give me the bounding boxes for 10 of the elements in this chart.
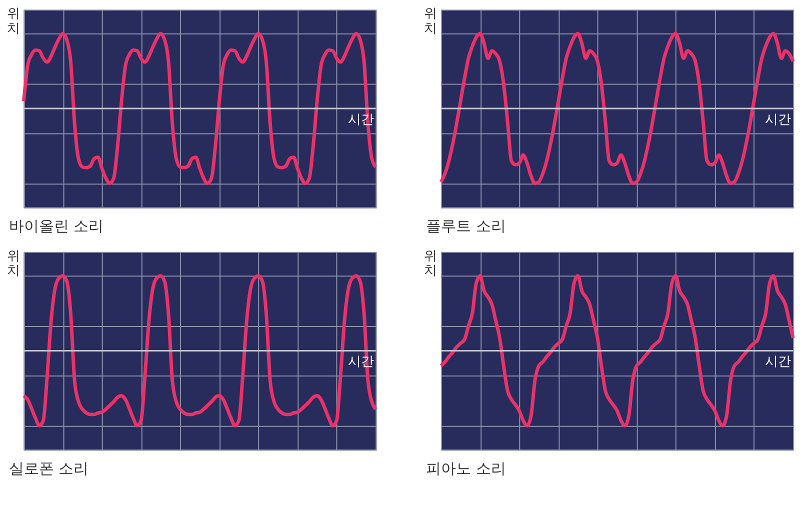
text: 바이올린 소리 bbox=[8, 218, 104, 236]
text: 피아노 소리 bbox=[426, 460, 506, 478]
text: 실로폰 소리 bbox=[8, 460, 89, 478]
x-axis-title: 시간 bbox=[765, 112, 792, 128]
y-axis-title: 위치 bbox=[424, 6, 438, 36]
x-axis-title: 시간 bbox=[765, 354, 792, 370]
y-axis-title: 위치 bbox=[6, 248, 20, 279]
y-axis-title: 위치 bbox=[6, 6, 20, 36]
text: 플루트 소리 bbox=[426, 218, 506, 236]
y-axis-title: 위치 bbox=[424, 248, 438, 279]
